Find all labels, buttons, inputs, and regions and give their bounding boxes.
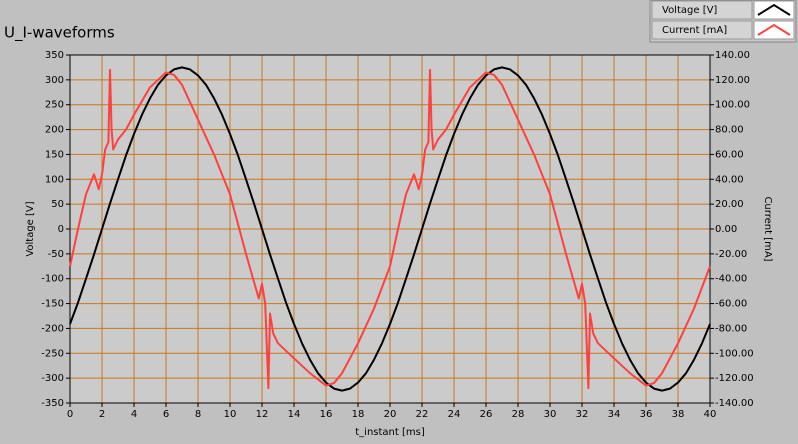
y2-tick-label: -20.00 bbox=[715, 249, 747, 260]
y2-tick-label: 80.00 bbox=[715, 125, 744, 136]
x-tick-label: 32 bbox=[576, 409, 589, 420]
series-line bbox=[69, 68, 711, 390]
legend-label: Voltage [V] bbox=[662, 5, 717, 16]
y2-tick-label: 100.00 bbox=[715, 100, 750, 111]
y2-tick-label: -60.00 bbox=[715, 299, 747, 310]
x-tick-label: 24 bbox=[448, 409, 461, 420]
y2-tick-label: 40.00 bbox=[715, 174, 744, 185]
x-tick-label: 26 bbox=[480, 409, 493, 420]
y-tick-label: 50 bbox=[51, 199, 64, 210]
y2-tick-label: -140.00 bbox=[715, 398, 754, 409]
chart-title: U_I-waveforms bbox=[4, 24, 115, 43]
y2-tick-label: 120.00 bbox=[715, 75, 750, 86]
y2-tick-label: 140.00 bbox=[715, 50, 750, 61]
y2-tick-label: 20.00 bbox=[715, 199, 744, 210]
x-tick-label: 0 bbox=[67, 409, 73, 420]
series-line bbox=[69, 66, 711, 392]
x-tick-label: 6 bbox=[163, 409, 169, 420]
plot-frame bbox=[69, 54, 711, 404]
x-tick-label: 28 bbox=[512, 409, 525, 420]
x-tick-label: 2 bbox=[99, 409, 105, 420]
x-tick-label: 38 bbox=[672, 409, 685, 420]
x-tick-label: 18 bbox=[352, 409, 365, 420]
y2-tick-label: -80.00 bbox=[715, 323, 747, 334]
legend-swatch bbox=[757, 23, 791, 36]
y-tick-label: -300 bbox=[41, 373, 64, 384]
y-tick-label: -150 bbox=[41, 299, 64, 310]
y-tick-label: 350 bbox=[45, 50, 64, 61]
x-tick-label: 10 bbox=[224, 409, 237, 420]
x-tick-label: 40 bbox=[704, 409, 717, 420]
x-tick-label: 16 bbox=[320, 409, 333, 420]
legend-swatch bbox=[757, 3, 791, 16]
y-tick-label: 250 bbox=[45, 100, 64, 111]
x-tick-label: 14 bbox=[288, 409, 301, 420]
x-tick-label: 20 bbox=[384, 409, 397, 420]
x-tick-label: 8 bbox=[195, 409, 201, 420]
x-tick-label: 4 bbox=[131, 409, 137, 420]
x-tick-label: 36 bbox=[640, 409, 653, 420]
x-tick-label: 12 bbox=[256, 409, 269, 420]
y-tick-label: -200 bbox=[41, 323, 64, 334]
y-tick-label: 150 bbox=[45, 149, 64, 160]
y2-axis-label: Current [mA] bbox=[762, 196, 773, 261]
y-tick-label: 100 bbox=[45, 174, 64, 185]
x-tick-label: 34 bbox=[608, 409, 621, 420]
y-tick-label: -100 bbox=[41, 274, 64, 285]
y-tick-label: -250 bbox=[41, 348, 64, 359]
y-tick-label: -50 bbox=[48, 249, 64, 260]
y2-tick-label: -40.00 bbox=[715, 274, 747, 285]
x-axis-label: t_instant [ms] bbox=[355, 427, 425, 438]
y-axis-label: Voltage [V] bbox=[25, 201, 36, 256]
y-tick-label: -350 bbox=[41, 398, 64, 409]
legend-label-box bbox=[651, 0, 753, 20]
legend-label-box bbox=[651, 20, 753, 40]
legend-label: Current [mA] bbox=[662, 25, 727, 36]
y2-tick-label: -120.00 bbox=[715, 373, 754, 384]
y-tick-label: 0 bbox=[58, 224, 64, 235]
y2-tick-label: 0.00 bbox=[715, 224, 737, 235]
y2-tick-label: -100.00 bbox=[715, 348, 754, 359]
legend-swatch-box bbox=[753, 0, 795, 20]
x-tick-label: 22 bbox=[416, 409, 429, 420]
legend-swatch-box bbox=[753, 20, 795, 40]
y-tick-label: 200 bbox=[45, 125, 64, 136]
y2-tick-label: 60.00 bbox=[715, 149, 744, 160]
x-tick-label: 30 bbox=[544, 409, 557, 420]
y-tick-label: 300 bbox=[45, 75, 64, 86]
